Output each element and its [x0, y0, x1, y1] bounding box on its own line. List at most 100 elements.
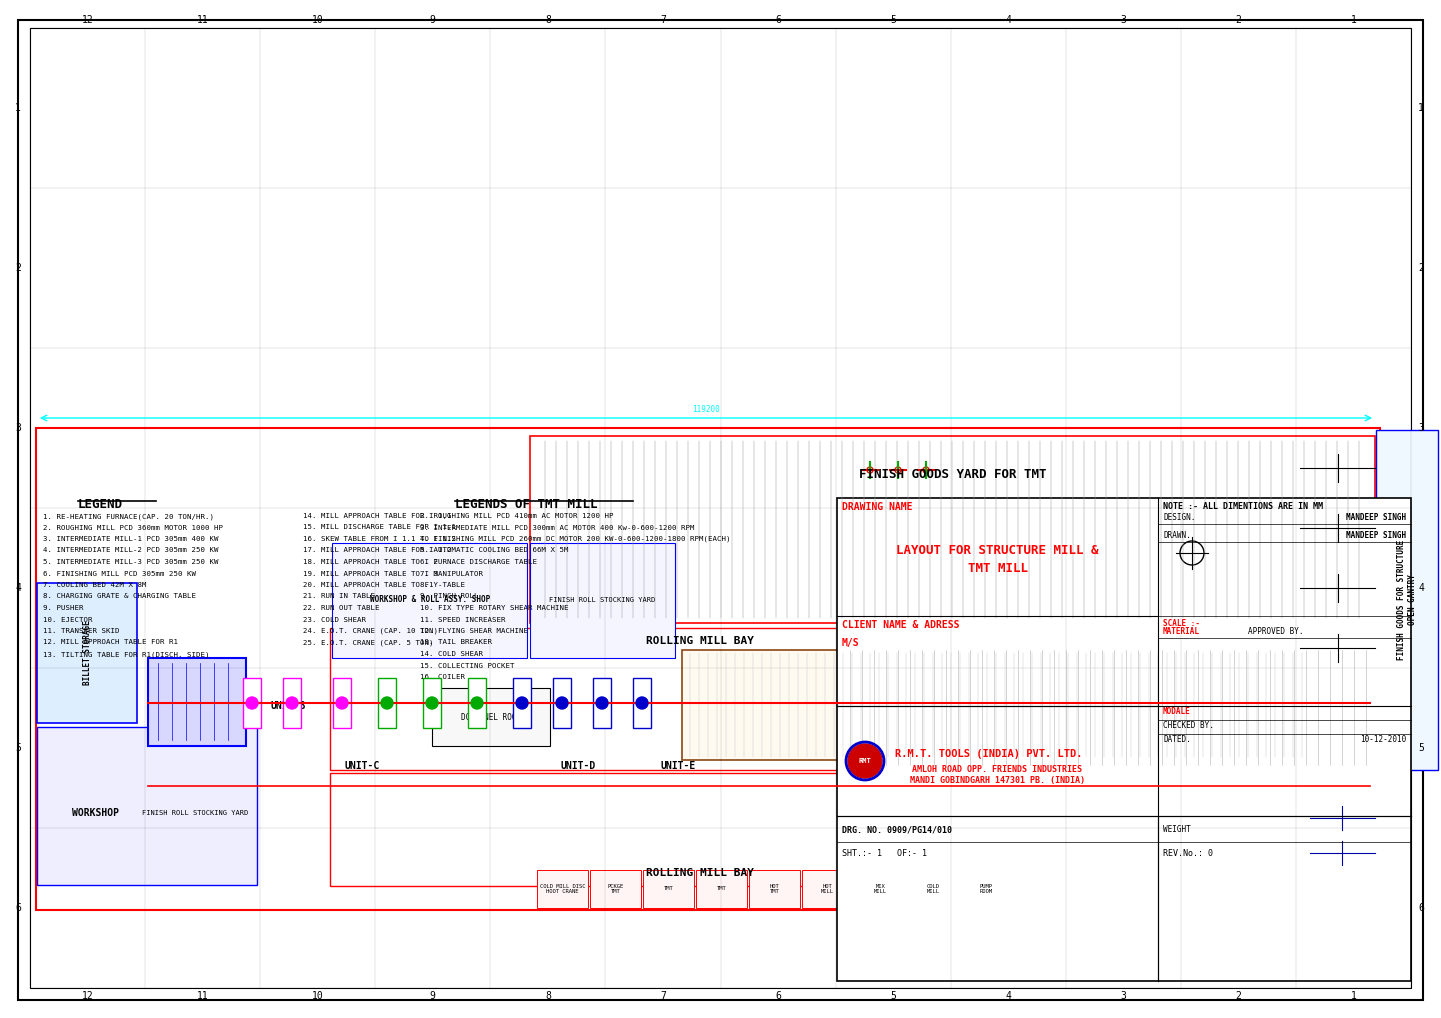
Circle shape: [847, 744, 882, 778]
Bar: [468, 678, 486, 728]
Text: CLIENT NAME & ADRESS: CLIENT NAME & ADRESS: [842, 620, 960, 630]
Circle shape: [556, 697, 568, 709]
Text: 6: 6: [775, 991, 781, 1001]
Bar: [36, 428, 1380, 910]
Text: WORKSHOP: WORKSHOP: [72, 808, 118, 818]
Text: TMT: TMT: [716, 887, 726, 892]
Text: 10. EJECTOR: 10. EJECTOR: [43, 617, 92, 622]
Text: 4. FINISHING MILL PCD 260mm DC MOTOR 200 KW-0-600-1200-1800 RPM(EACH): 4. FINISHING MILL PCD 260mm DC MOTOR 200…: [419, 536, 731, 543]
Text: R.M.T. TOOLS (INDIA) PVT. LTD.: R.M.T. TOOLS (INDIA) PVT. LTD.: [895, 749, 1082, 759]
Bar: [424, 678, 441, 728]
Text: 12: 12: [82, 15, 94, 25]
Circle shape: [635, 697, 648, 709]
Text: 6. FINISHING MILL PCD 305mm 250 KW: 6. FINISHING MILL PCD 305mm 250 KW: [43, 570, 196, 576]
Bar: [330, 773, 1375, 886]
Text: 13. TAIL BREAKER: 13. TAIL BREAKER: [419, 639, 491, 645]
Text: PCKGE
TMT: PCKGE TMT: [607, 884, 624, 895]
Circle shape: [380, 697, 393, 709]
Text: ROLLING MILL BAY: ROLLING MILL BAY: [646, 636, 754, 646]
Bar: [961, 870, 1012, 908]
Bar: [530, 436, 1375, 623]
Text: 5: 5: [891, 15, 896, 25]
Text: 22. RUN OUT TABLE: 22. RUN OUT TABLE: [303, 605, 379, 611]
Text: LEGEND: LEGEND: [78, 498, 122, 511]
Text: 6: 6: [14, 903, 22, 913]
Text: 8. CHARGING GRATE & CHARGING TABLE: 8. CHARGING GRATE & CHARGING TABLE: [43, 593, 196, 600]
Text: DRG. NO. 0909/PG14/010: DRG. NO. 0909/PG14/010: [842, 826, 953, 835]
Text: 4: 4: [1006, 991, 1012, 1001]
Text: 2: 2: [14, 263, 22, 273]
Polygon shape: [1357, 532, 1378, 548]
Text: 2: 2: [1235, 15, 1241, 25]
Text: 5: 5: [14, 743, 22, 753]
Text: MIX
MILL: MIX MILL: [875, 884, 888, 895]
Text: 119200: 119200: [692, 405, 720, 414]
Text: 7: 7: [660, 991, 666, 1001]
Text: MANDI GOBINDGARH 147301 PB. (INDIA): MANDI GOBINDGARH 147301 PB. (INDIA): [911, 777, 1085, 786]
Text: 6: 6: [1418, 903, 1424, 913]
Text: FINISH ROLL STOCKING YARD: FINISH ROLL STOCKING YARD: [549, 597, 656, 603]
Bar: [749, 870, 800, 908]
Polygon shape: [1357, 576, 1378, 592]
Text: 24. E.O.T. CRANE (CAP. 10 TON): 24. E.O.T. CRANE (CAP. 10 TON): [303, 628, 438, 634]
Text: AMLOH ROAD OPP. FRIENDS INDUSTRIES: AMLOH ROAD OPP. FRIENDS INDUSTRIES: [912, 765, 1082, 774]
Text: 9. PUSHER: 9. PUSHER: [43, 605, 84, 611]
Text: WEIGHT: WEIGHT: [1163, 826, 1190, 835]
Text: 13. TILTING TABLE FOR R1(DISCH. SIDE): 13. TILTING TABLE FOR R1(DISCH. SIDE): [43, 651, 209, 658]
Bar: [432, 688, 550, 746]
Text: 6: 6: [775, 15, 781, 25]
Text: 7: 7: [660, 15, 666, 25]
Text: RMT: RMT: [859, 758, 872, 764]
Text: 4: 4: [1006, 15, 1012, 25]
Bar: [643, 870, 695, 908]
Text: MANDEEP SINGH: MANDEEP SINGH: [1346, 531, 1406, 541]
Bar: [682, 651, 1310, 760]
Text: LEGENDS OF TMT MILL: LEGENDS OF TMT MILL: [455, 498, 598, 511]
Text: DATED.: DATED.: [1163, 735, 1190, 744]
Text: WORKSHOP & ROLL ASSY. SHOP: WORKSHOP & ROLL ASSY. SHOP: [370, 596, 490, 605]
Text: DRAWN.: DRAWN.: [1163, 531, 1190, 541]
Text: REV.No.: 0: REV.No.: 0: [1163, 849, 1213, 858]
Text: BILLET STORAGE: BILLET STORAGE: [82, 621, 91, 685]
Circle shape: [597, 697, 608, 709]
Bar: [148, 658, 246, 746]
Circle shape: [427, 697, 438, 709]
Text: ROLLING MILL BAY: ROLLING MILL BAY: [646, 868, 754, 878]
Text: 3. INTERMEDIATE MILL PCD 300mm AC MOTOR 400 Kw-0-600-1200 RPM: 3. INTERMEDIATE MILL PCD 300mm AC MOTOR …: [419, 524, 695, 530]
Text: 1: 1: [14, 103, 22, 113]
Bar: [1376, 430, 1438, 770]
Text: 12. FLYING SHEAR MACHINE: 12. FLYING SHEAR MACHINE: [419, 628, 527, 634]
Text: 3: 3: [14, 423, 22, 433]
Text: DC PANEL ROOM: DC PANEL ROOM: [461, 713, 522, 722]
Text: FINISH GOODS FOR STRUCTURE
OPEN GANTRY: FINISH GOODS FOR STRUCTURE OPEN GANTRY: [1398, 540, 1417, 660]
Bar: [513, 678, 530, 728]
Text: 8: 8: [545, 15, 550, 25]
Bar: [378, 678, 396, 728]
Text: 4: 4: [14, 583, 22, 593]
Circle shape: [471, 697, 483, 709]
Text: 10-12-2010: 10-12-2010: [1360, 735, 1406, 744]
Text: FINISH GOODS YARD FOR TMT: FINISH GOODS YARD FOR TMT: [859, 468, 1046, 480]
Circle shape: [246, 697, 258, 709]
Text: M/S: M/S: [842, 638, 860, 648]
Polygon shape: [1357, 620, 1378, 636]
Text: 3: 3: [1120, 991, 1127, 1001]
Text: 2. ROUGHING MILL PCD 410mm AC MOTOR 1200 HP: 2. ROUGHING MILL PCD 410mm AC MOTOR 1200…: [419, 513, 614, 519]
Text: LAYOUT FOR STRUCTURE MILL &: LAYOUT FOR STRUCTURE MILL &: [896, 545, 1098, 558]
Text: 2: 2: [1235, 991, 1241, 1001]
Text: TMT: TMT: [664, 887, 673, 892]
Text: 11. TRANSFER SKID: 11. TRANSFER SKID: [43, 628, 120, 634]
Text: 10: 10: [311, 991, 324, 1001]
Text: UNIT-D: UNIT-D: [561, 761, 595, 771]
Bar: [331, 543, 527, 658]
Text: 19. MILL APPROACH TABLE TO I 3: 19. MILL APPROACH TABLE TO I 3: [303, 570, 438, 576]
Text: PUMP
ROOM: PUMP ROOM: [980, 884, 993, 895]
Text: 12. MILL APPROACH TABLE FOR R1: 12. MILL APPROACH TABLE FOR R1: [43, 639, 179, 645]
Text: 7. MANIPULATOR: 7. MANIPULATOR: [419, 570, 483, 576]
Bar: [594, 678, 611, 728]
Text: 9. PINCH ROLL: 9. PINCH ROLL: [419, 593, 478, 600]
Text: COLD
MILL: COLD MILL: [927, 884, 940, 895]
Text: 20. MILL APPROACH TABLE TO F1: 20. MILL APPROACH TABLE TO F1: [303, 582, 434, 588]
Text: 25. E.O.T. CRANE (CAP. 5 TON): 25. E.O.T. CRANE (CAP. 5 TON): [303, 639, 434, 646]
Text: MANDEEP SINGH: MANDEEP SINGH: [1346, 513, 1406, 522]
